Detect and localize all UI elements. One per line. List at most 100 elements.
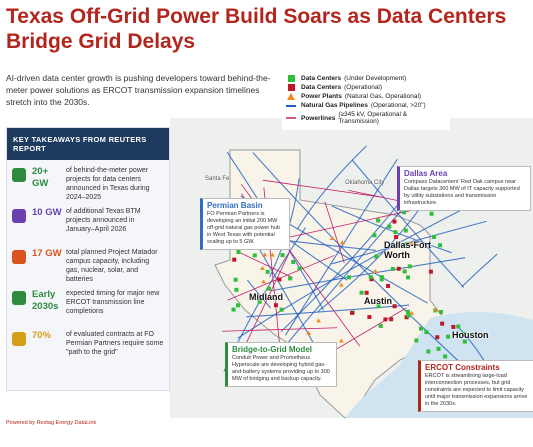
takeaway: Early 2030s expected timing for major new… (7, 283, 169, 324)
data-center-marker (279, 307, 284, 312)
callout-title: Dallas Area (404, 169, 448, 178)
pipeline (317, 206, 422, 312)
powerline (279, 206, 426, 240)
data-center-marker (440, 321, 445, 326)
data-center-marker (297, 266, 302, 271)
takeaway-text: of behind-the-meter power projects for d… (66, 167, 150, 201)
power-plant-marker (259, 266, 265, 271)
data-center-marker (280, 253, 285, 258)
pipeline (351, 159, 465, 288)
data-center-marker (438, 310, 443, 315)
powerline (324, 201, 345, 264)
city-label: Santa Fe (205, 176, 230, 182)
powerline (222, 327, 338, 332)
takeaway-icon (12, 209, 26, 223)
data-center-marker (429, 211, 434, 216)
legend-entry: Powerlines (≥345 kV, Operational & Transm… (286, 111, 446, 125)
legend-detail: (Natural Gas, Operational) (344, 93, 422, 100)
city-label: Midland (249, 292, 283, 302)
data-center-marker (446, 334, 451, 339)
legend-name: Data Centers (301, 75, 342, 82)
data-center-marker (419, 326, 424, 331)
city-label: Oklahoma City (345, 180, 385, 186)
takeaway-icon (12, 168, 26, 182)
data-center-marker (233, 277, 238, 282)
data-center-marker (396, 266, 401, 271)
legend-name: Powerlines (301, 114, 336, 122)
markers (231, 210, 467, 359)
legend-swatch (286, 75, 296, 82)
power-plant-marker (409, 240, 415, 245)
data-center-marker (379, 275, 384, 280)
power-plant-marker (433, 307, 439, 312)
power-plant-marker (262, 252, 268, 257)
data-center-marker (291, 260, 296, 265)
callout: Permian Basin FO Permian Partners is deve… (200, 198, 290, 250)
legend-detail: (Under Development) (344, 75, 407, 82)
data-center-marker (386, 283, 391, 288)
data-center-marker (406, 275, 411, 280)
takeaway-text: of evaluated contracts at FO Permian Par… (66, 331, 164, 356)
power-plant-marker (329, 235, 335, 240)
data-center-marker (407, 264, 412, 269)
data-center-marker (273, 303, 278, 308)
data-center-marker (376, 218, 381, 223)
takeaway-stat: Early 2030s (32, 289, 59, 312)
data-center-marker (426, 349, 431, 354)
callout-text: ERCOT is streamlining large-load interco… (425, 373, 528, 407)
takeaway-icon (12, 250, 26, 264)
data-center-marker (252, 253, 257, 258)
callout-title: ERCOT Constraints (425, 363, 500, 372)
legend: Data Centers (Under Development) Data Cent… (282, 70, 450, 130)
data-center-marker (364, 290, 369, 295)
data-center-marker (378, 324, 383, 329)
data-center-marker (379, 277, 384, 282)
takeaway: 70% of evaluated contracts at FO Permian … (7, 324, 169, 365)
powerline (236, 250, 293, 279)
takeaways-heading: KEY TAKEAWAYS FROM REUTERS REPORT (7, 128, 169, 160)
data-center-marker (428, 269, 433, 274)
legend-entry: Data Centers (Operational) (286, 84, 446, 91)
power-plant-marker (338, 338, 344, 343)
data-center-marker (402, 269, 407, 274)
callout-text: Conduit Power and Prometheus Hyperscale … (232, 355, 330, 382)
legend-name: Natural Gas Pipelines (301, 102, 368, 109)
power-plant-marker (409, 310, 415, 315)
data-center-marker (277, 277, 282, 282)
data-center-marker (451, 324, 456, 329)
power-plant-marker (339, 240, 345, 245)
callout: Dallas Area Compass Datacenters' Red Oak … (397, 166, 531, 211)
data-center-marker (376, 304, 381, 309)
callout: Bridge-to-Grid Model Conduit Power and Pr… (225, 342, 337, 387)
data-center-marker (387, 224, 392, 229)
legend-detail: (Operational, >20") (370, 102, 426, 109)
takeaway-stat: 17 GW (32, 248, 62, 259)
pipeline (270, 257, 466, 292)
takeaway-text: of additional Texas BTM projects announc… (66, 208, 141, 233)
takeaway-stat: 20+ GW (32, 166, 49, 189)
power-plant-marker (338, 282, 344, 287)
takeaway-icon (12, 332, 26, 346)
pipeline (461, 253, 498, 288)
data-center-marker (346, 275, 351, 280)
pipeline (296, 145, 367, 230)
takeaway-text: expected timing for major new ERCOT tran… (66, 290, 160, 315)
data-center-marker (265, 269, 270, 274)
data-center-marker (405, 309, 410, 314)
data-center-marker (374, 254, 379, 259)
data-center-marker (394, 235, 399, 240)
data-center-marker (462, 331, 467, 336)
data-center-marker (424, 330, 429, 335)
data-center-marker (438, 243, 443, 248)
data-center-marker (231, 307, 236, 312)
city-label: Austin (364, 296, 392, 306)
legend-entry: Natural Gas Pipelines (Operational, >20") (286, 102, 446, 109)
legend-entry: Power Plants (Natural Gas, Operational) (286, 93, 446, 100)
subtitle: AI-driven data center growth is pushing … (6, 73, 271, 107)
takeaway-icon (12, 291, 26, 305)
data-center-marker (288, 276, 293, 281)
data-center-marker (236, 250, 241, 255)
legend-swatch (286, 93, 296, 100)
data-center-marker (414, 338, 419, 343)
legend-name: Power Plants (301, 93, 342, 100)
